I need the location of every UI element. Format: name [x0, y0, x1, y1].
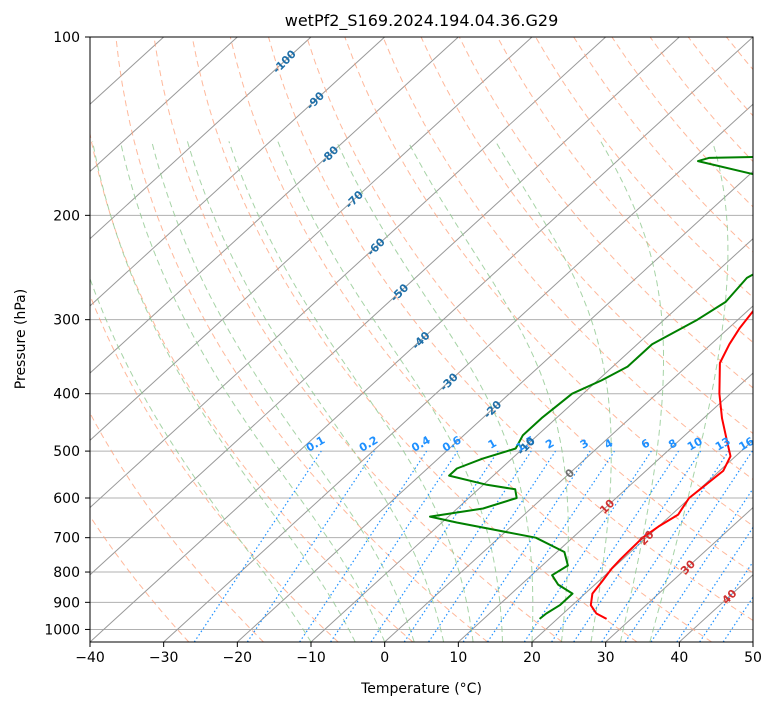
- isotherm--100: [90, 37, 312, 240]
- x-tick-label: −40: [75, 650, 105, 666]
- dry-adiabat-50: [268, 37, 753, 622]
- dry-adiabat-10: [115, 37, 488, 642]
- temperature-curve: [589, 309, 753, 620]
- x-tick-label: 30: [597, 650, 615, 666]
- dry-adiabat-20: [153, 37, 563, 642]
- plot-area: 0.10.20.40.611.52346810131620253036-100-…: [90, 37, 775, 642]
- y-tick-label: 900: [53, 595, 80, 611]
- dry-adiabat--20: [90, 412, 264, 642]
- isotherm--50: [90, 37, 680, 576]
- mixing-ratio-label: 16: [737, 434, 757, 453]
- moist-adiabat: [151, 141, 415, 642]
- dry-adiabat-140: [611, 37, 753, 208]
- mixing-ratio-line-0.1: [193, 450, 322, 642]
- mixing-ratio-line-1: [370, 450, 499, 642]
- isotherm-50: [752, 641, 753, 642]
- mixing-ratio-line-2: [428, 450, 557, 642]
- dry-adiabat-30: [191, 37, 638, 642]
- isotherm--60: [90, 37, 607, 509]
- dry-adiabat-40: [229, 37, 712, 642]
- x-axis-ticks: −40 −30 −20 −10 0 10 20 30 40 50: [75, 642, 762, 666]
- x-tick-label: 20: [523, 650, 541, 666]
- mixing-ratio-label: 6: [639, 436, 652, 451]
- moist-adiabat: [649, 141, 729, 642]
- mixing-ratio-line-0.4: [299, 450, 428, 642]
- y-tick-label: 400: [53, 387, 80, 403]
- isotherm-30: [605, 506, 753, 642]
- mixing-ratio-label: 3: [578, 437, 591, 452]
- moist-adiabat: [186, 141, 445, 642]
- x-tick-label: −10: [296, 650, 326, 666]
- mixing-ratio-label: 20: [762, 434, 775, 453]
- y-tick-label: 200: [53, 208, 80, 224]
- mixing-ratio-line-36: [722, 596, 753, 642]
- isotherm--110: [90, 37, 238, 173]
- x-tick-label: −20: [223, 650, 253, 666]
- isotherm--90: [90, 37, 386, 307]
- background-lines: [90, 37, 775, 642]
- moist-adiabat: [90, 277, 312, 642]
- dry-adiabat--10: [90, 293, 339, 642]
- moist-adiabat: [92, 141, 356, 642]
- profile-curves: [429, 155, 753, 620]
- y-tick-label: 300: [53, 313, 80, 329]
- isotherm--70: [90, 37, 533, 442]
- mixing-ratio-label: 1: [486, 437, 499, 452]
- isotherm--80: [90, 37, 459, 374]
- dry-adiabat-180: [765, 37, 775, 642]
- moist-adiabat: [119, 141, 386, 642]
- isotherm--40: [90, 37, 753, 642]
- y-tick-label: 600: [53, 491, 80, 507]
- dry-adiabat-70: [344, 37, 753, 527]
- x-tick-label: 40: [670, 650, 688, 666]
- moist-adiabat: [495, 141, 612, 642]
- moist-adiabat: [336, 141, 534, 642]
- isotherm-20: [531, 439, 753, 642]
- isotherm-10: [457, 372, 753, 642]
- mixing-ratio-label: 2: [543, 437, 556, 452]
- dry-adiabat-0: [90, 131, 414, 642]
- y-tick-label: 700: [53, 531, 80, 547]
- moist-adiabat: [228, 141, 474, 642]
- x-tick-label: 0: [380, 650, 389, 666]
- moist-adiabat: [407, 141, 569, 642]
- dry-adiabat-60: [306, 37, 753, 574]
- x-axis-label: Temperature (°C): [360, 681, 482, 697]
- dewpoint-curve: [429, 155, 753, 620]
- isotherm--30: [163, 103, 753, 642]
- dry-adiabat-120: [535, 37, 753, 298]
- plot-frame: [89, 36, 754, 643]
- line-labels: 0.10.20.40.611.52346810131620253036-100-…: [270, 47, 775, 607]
- dry-adiabat-170: [726, 37, 753, 71]
- mixing-ratio-label: 8: [666, 437, 679, 452]
- y-tick-label: 800: [53, 565, 80, 581]
- isotherm--10: [310, 237, 753, 642]
- chart-title: wetPf2_S169.2024.194.04.36.G29: [285, 11, 559, 31]
- moist-adiabat: [600, 141, 664, 642]
- moist-adiabat: [277, 141, 503, 642]
- x-tick-label: 50: [744, 650, 762, 666]
- y-tick-label: 500: [53, 444, 80, 460]
- y-tick-label: 1000: [44, 622, 80, 638]
- y-axis-label: Pressure (hPa): [13, 289, 29, 389]
- isotherm--20: [236, 170, 753, 642]
- dry-adiabat-150: [649, 37, 753, 163]
- dry-adiabat-90: [420, 37, 753, 435]
- mixing-ratio-line-0.6: [330, 450, 459, 642]
- dry-adiabat-80: [382, 37, 753, 481]
- x-tick-label: −30: [149, 650, 179, 666]
- x-tick-label: 10: [449, 650, 467, 666]
- dry-adiabat--30: [90, 515, 190, 642]
- dry-adiabat-110: [496, 37, 753, 344]
- mixing-ratio-line-0.2: [246, 450, 375, 642]
- mixing-ratio-label: 4: [602, 436, 615, 451]
- y-axis-ticks: 100 200 300 400 500 600 700 800 900 1000: [44, 30, 90, 638]
- y-tick-label: 100: [53, 30, 80, 46]
